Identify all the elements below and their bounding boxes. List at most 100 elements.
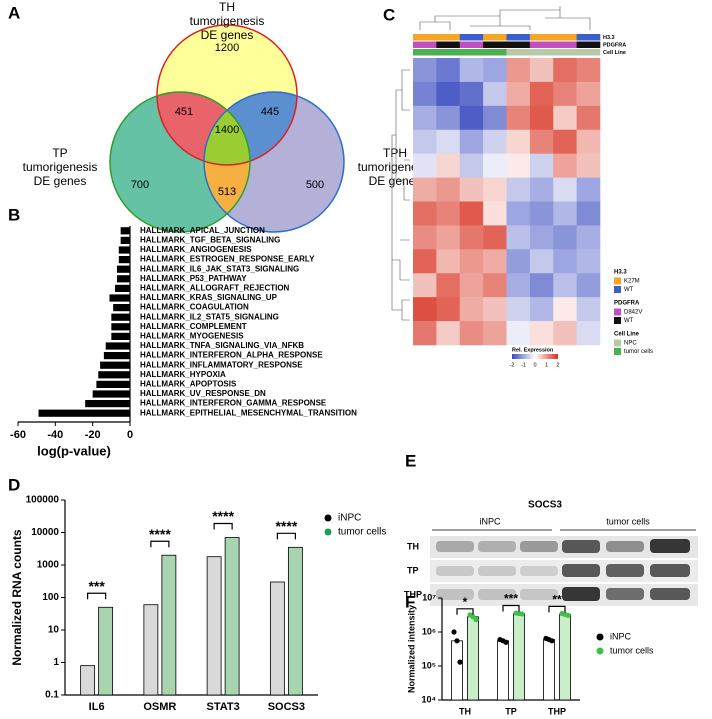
x-tick-label: -20 <box>85 429 101 441</box>
heat-cell <box>506 153 531 178</box>
significance-label: ** <box>552 593 562 607</box>
venn-set-label: DE genes <box>369 174 422 188</box>
data-point <box>451 629 457 635</box>
heat-cell <box>459 225 484 250</box>
heat-cell <box>506 81 531 107</box>
annotation-cell <box>576 34 601 41</box>
venn-set-label: TPH <box>383 146 407 160</box>
heat-cell <box>436 321 461 346</box>
dendrogram <box>391 6 591 321</box>
venn-set-outline <box>203 91 345 233</box>
heat-cell <box>506 273 531 298</box>
category-label: HALLMARK_ANGIOGENESIS <box>140 245 252 254</box>
annotation-cell <box>459 41 484 48</box>
heat-cell <box>436 153 461 178</box>
significance-label: *** <box>88 578 105 594</box>
panel-label: F <box>405 592 415 611</box>
category-label: HALLMARK_UV_RESPONSE_DN <box>140 389 266 398</box>
heat-cell <box>436 297 461 322</box>
heat-cell <box>483 153 507 178</box>
significance-bracket <box>276 532 296 540</box>
legend-swatch <box>614 317 621 324</box>
bar <box>115 284 130 292</box>
legend-label: K27M <box>624 279 640 285</box>
heat-cell <box>413 105 437 131</box>
x-tick-label: THP <box>548 706 566 716</box>
legend-label: iNPC <box>338 513 361 524</box>
data-point <box>473 617 479 623</box>
heat-cell <box>506 129 531 154</box>
bar <box>109 294 130 302</box>
category-label: HALLMARK_IL6_JAK_STAT3_SIGNALING <box>140 264 299 273</box>
bar <box>269 581 285 696</box>
heat-cell <box>529 81 554 107</box>
y-axis-label: Normalized RNA counts <box>10 529 24 666</box>
y-tick-label: 10000 <box>31 527 59 538</box>
y-tick-label: 100 <box>42 592 59 603</box>
annotation-cell <box>529 41 554 48</box>
scale-tick-label: -1 <box>521 362 526 368</box>
heat-cell <box>506 225 531 250</box>
bar <box>92 390 130 398</box>
bar <box>103 352 130 360</box>
significance-label: *** <box>504 592 518 606</box>
heat-cell <box>483 177 507 202</box>
heat-cell <box>553 201 577 226</box>
legend-swatch <box>614 308 621 316</box>
blot-row: TH <box>407 541 419 551</box>
blot-group: tumor cells <box>606 516 650 526</box>
x-axis-label: log(p-value) <box>37 443 111 458</box>
heat-cell <box>529 201 554 226</box>
heat-cell <box>576 105 601 131</box>
venn-count: 1400 <box>215 124 239 136</box>
legend-swatch <box>614 339 621 347</box>
category-label: HALLMARK_IL2_STAT5_SIGNALING <box>140 312 279 321</box>
y-tick-label: 0.1 <box>45 690 59 701</box>
legend-label: WT <box>624 318 634 324</box>
heat-cell <box>413 273 437 298</box>
bar <box>105 342 130 350</box>
bar <box>143 604 159 696</box>
heat-cell <box>506 58 531 83</box>
bar <box>116 275 130 283</box>
panel-label: A <box>8 3 20 22</box>
category-label: HALLMARK_ALLOGRAFT_REJECTION <box>140 284 290 293</box>
legend-marker <box>324 528 332 536</box>
category-label: HALLMARK_KRAS_SIGNALING_UP <box>140 293 278 302</box>
heat-cell <box>459 249 484 274</box>
data-point <box>457 659 463 665</box>
heat-cell <box>436 249 461 274</box>
heat-cell <box>459 105 484 131</box>
heat-cell <box>576 273 601 298</box>
bar <box>497 640 509 701</box>
y-axis-label: Normalized intensity <box>406 605 416 693</box>
annotation-cell <box>576 49 601 56</box>
color-scale <box>512 354 558 359</box>
y-tick-label: 10⁴ <box>422 694 436 704</box>
venn-set-label: TP <box>52 146 67 160</box>
annotation-cell <box>576 41 601 48</box>
category-label: HALLMARK_COMPLEMENT <box>140 322 247 331</box>
annotation-cell <box>553 41 577 48</box>
data-point <box>565 612 571 618</box>
significance-bracket <box>150 540 170 548</box>
venn-count: 445 <box>261 106 279 118</box>
bar <box>116 265 130 273</box>
heat-cell <box>459 297 484 322</box>
significance-label: **** <box>212 508 234 524</box>
annotation-name: PDGFRA <box>603 42 626 48</box>
category-label: HALLMARK_TNFA_SIGNALING_VIA_NFKB <box>140 341 304 350</box>
y-tick-label: 10⁷ <box>422 592 436 602</box>
blot-row: TP <box>407 565 419 575</box>
x-tick-label: SOCS3 <box>268 701 305 713</box>
annotation-cell <box>529 34 554 41</box>
venn-set-outline <box>156 24 298 166</box>
bar <box>111 313 130 321</box>
heat-cell <box>483 129 507 154</box>
panel-label: B <box>8 205 20 224</box>
heat-cell <box>553 129 577 154</box>
scale-tick-label: 0 <box>533 362 536 368</box>
venn-set-outline <box>109 91 251 233</box>
